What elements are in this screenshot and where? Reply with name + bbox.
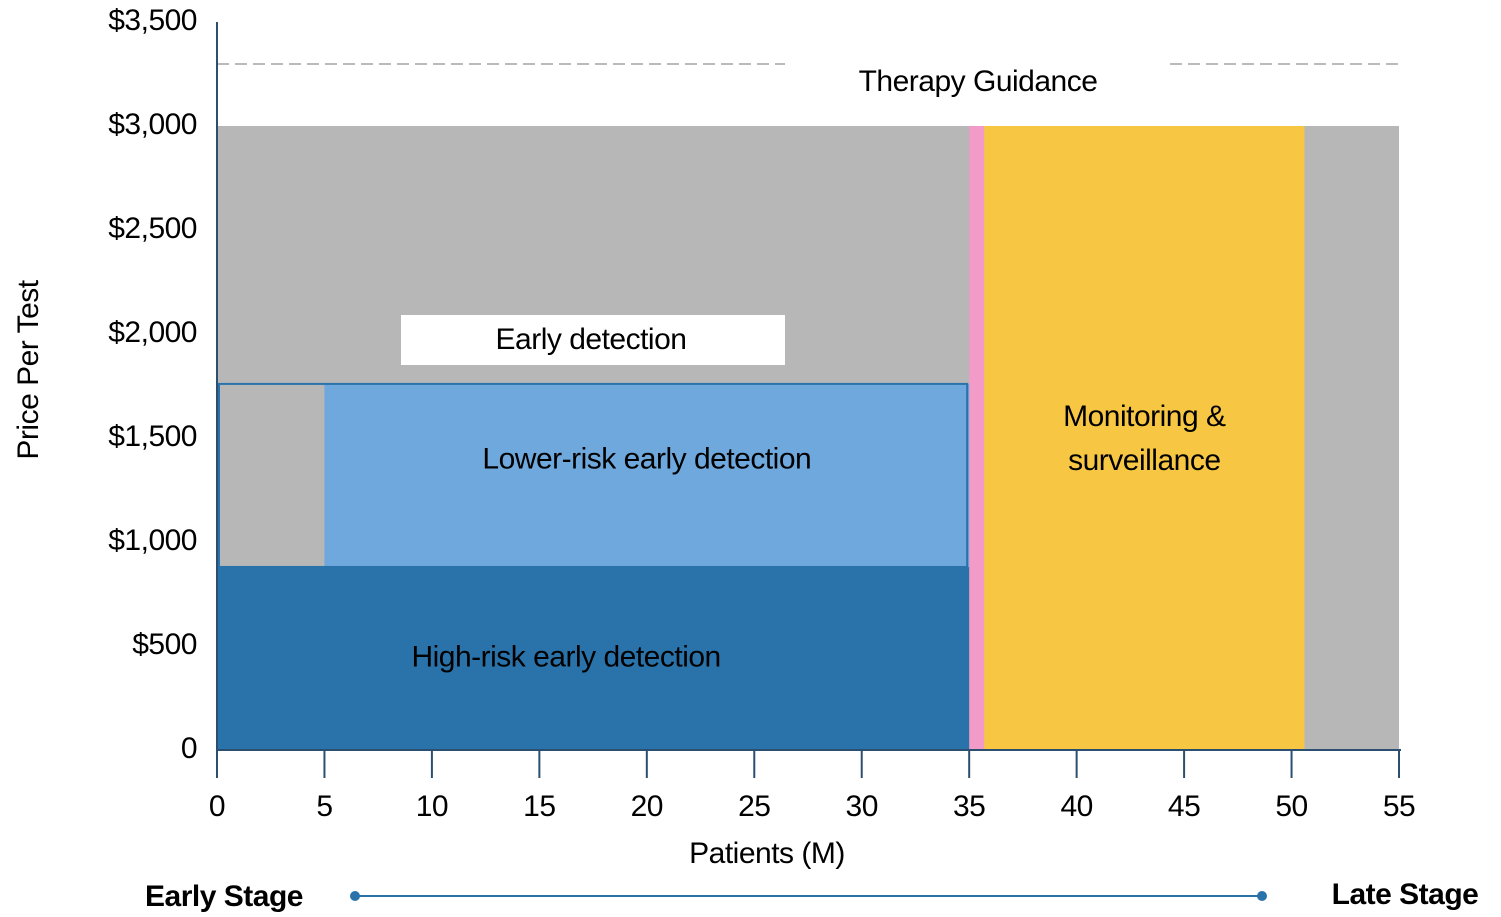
early-stage-label: Early Stage: [145, 880, 303, 913]
y-tick-label: $3,000: [108, 108, 197, 141]
y-tick-label: $1,000: [108, 524, 197, 557]
x-tick-label: 25: [738, 790, 770, 823]
x-tick-label: 20: [631, 790, 663, 823]
stage-dot: [350, 891, 360, 901]
y-axis-label: Price Per Test: [12, 279, 45, 459]
y-tick-label: $500: [132, 628, 197, 661]
x-tick-label: 10: [416, 790, 448, 823]
annotation: Therapy Guidance: [859, 65, 1098, 98]
x-tick-label: 50: [1275, 790, 1307, 823]
y-tick-label: $3,500: [108, 4, 197, 37]
x-tick-label: 0: [209, 790, 225, 823]
region-label: Monitoring &: [1063, 400, 1226, 433]
y-tick-label: $1,500: [108, 420, 197, 453]
region-label: surveillance: [1068, 444, 1220, 477]
x-tick-label: 45: [1168, 790, 1200, 823]
region: [984, 126, 1305, 750]
annotation: Early detection: [496, 323, 687, 356]
annotation-box: [401, 315, 785, 365]
x-tick-label: 40: [1060, 790, 1092, 823]
region: [217, 566, 970, 750]
x-axis-label: Patients (M): [689, 837, 845, 870]
region: [324, 383, 970, 567]
y-tick-label: $2,000: [108, 316, 197, 349]
x-tick-label: 5: [316, 790, 332, 823]
region-label: High-risk early detection: [411, 640, 720, 673]
region-label: Lower-risk early detection: [482, 442, 811, 475]
stage-dot: [1257, 891, 1267, 901]
late-stage-label: Late Stage: [1332, 878, 1479, 911]
x-tick-label: 35: [953, 790, 985, 823]
region: [969, 126, 985, 750]
x-tick-label: 30: [846, 790, 878, 823]
y-tick-label: $2,500: [108, 212, 197, 245]
y-tick-label: 0: [181, 732, 197, 765]
region-outline: [218, 382, 969, 568]
x-tick-label: 55: [1383, 790, 1415, 823]
x-tick-label: 15: [523, 790, 555, 823]
